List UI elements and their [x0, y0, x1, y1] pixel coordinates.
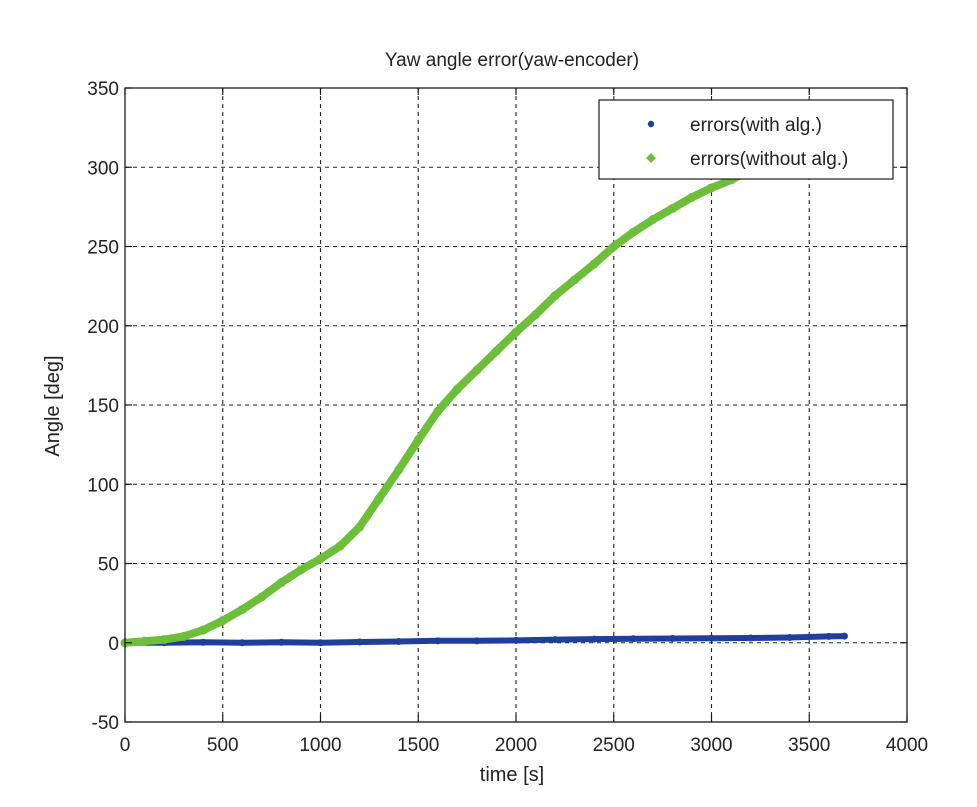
data-point — [355, 522, 365, 532]
legend-label-without-alg: errors(without alg.) — [690, 149, 848, 170]
x-tick-label: 500 — [207, 735, 239, 756]
series-trail — [122, 633, 848, 646]
data-point — [747, 634, 755, 642]
grid-lines — [125, 88, 907, 722]
legend-marker-without-alg — [646, 153, 656, 163]
plot-series — [120, 170, 848, 648]
legend-box — [598, 99, 894, 180]
x-tick-label: 2000 — [495, 735, 537, 756]
data-point — [413, 435, 423, 445]
data-point — [550, 291, 560, 301]
x-tick-label: 2500 — [593, 735, 635, 756]
data-point — [551, 636, 559, 644]
data-point — [356, 638, 364, 646]
y-tick-label: 0 — [108, 634, 119, 655]
data-point — [434, 637, 442, 645]
x-tick-label: 3000 — [690, 735, 732, 756]
data-point — [648, 215, 658, 225]
data-point — [512, 636, 520, 644]
data-point — [687, 192, 697, 202]
y-tick-label: 200 — [87, 317, 119, 338]
series-1 — [120, 170, 746, 648]
axis-ticks: 0 500 1000 1500 2000 2500 3000 3500 4000-5005010… — [87, 79, 928, 756]
data-point — [296, 565, 306, 575]
data-point — [786, 634, 794, 642]
y-tick-label: 350 — [87, 79, 119, 100]
data-point — [589, 259, 599, 269]
data-point — [159, 635, 169, 645]
y-tick-label: -50 — [92, 713, 119, 734]
legend-label-with-alg: errors(with alg.) — [690, 115, 822, 136]
data-point — [374, 494, 384, 504]
legend: errors(with alg.) errors(without alg.) — [598, 99, 894, 180]
data-point — [199, 638, 207, 646]
data-point — [708, 634, 715, 642]
y-tick-label: 250 — [87, 238, 119, 259]
data-point — [277, 638, 285, 646]
data-point — [472, 365, 482, 375]
y-tick-label: 50 — [98, 555, 119, 576]
data-point — [276, 578, 286, 588]
data-point — [140, 636, 150, 646]
data-point — [394, 465, 404, 475]
data-point — [629, 635, 637, 643]
data-point — [667, 203, 677, 213]
data-point — [237, 604, 247, 614]
data-point — [257, 592, 267, 602]
data-point — [317, 639, 324, 647]
data-point — [198, 625, 208, 635]
y-tick-label: 150 — [87, 396, 119, 417]
y-tick-label: 100 — [87, 475, 119, 496]
data-point — [218, 616, 228, 626]
data-point — [531, 310, 541, 320]
data-point — [452, 384, 462, 394]
data-point — [668, 634, 676, 642]
x-tick-label: 3500 — [788, 735, 830, 756]
x-axis-label: time [s] — [480, 764, 544, 786]
data-point — [707, 183, 716, 193]
data-point — [491, 346, 501, 356]
y-axis-label: Angle [deg] — [42, 355, 64, 456]
x-tick-label: 1500 — [397, 735, 439, 756]
x-tick-label: 0 — [120, 735, 131, 756]
chart-title: Yaw angle error(yaw-encoder) — [385, 50, 639, 71]
data-point — [840, 632, 848, 640]
data-point — [395, 637, 403, 645]
x-tick-label: 1000 — [299, 735, 341, 756]
data-point — [628, 227, 638, 237]
data-point — [825, 632, 833, 640]
y-tick-label: 300 — [87, 158, 119, 179]
data-point — [316, 554, 325, 564]
data-point — [473, 637, 481, 645]
x-tick-label: 4000 — [886, 735, 928, 756]
data-point — [179, 631, 189, 641]
data-point — [609, 242, 619, 251]
legend-marker-with-alg — [647, 120, 655, 128]
data-point — [238, 639, 246, 647]
data-point — [570, 275, 580, 285]
data-point — [511, 327, 521, 337]
data-point — [590, 635, 598, 643]
data-point — [335, 541, 345, 551]
data-point — [433, 406, 443, 416]
